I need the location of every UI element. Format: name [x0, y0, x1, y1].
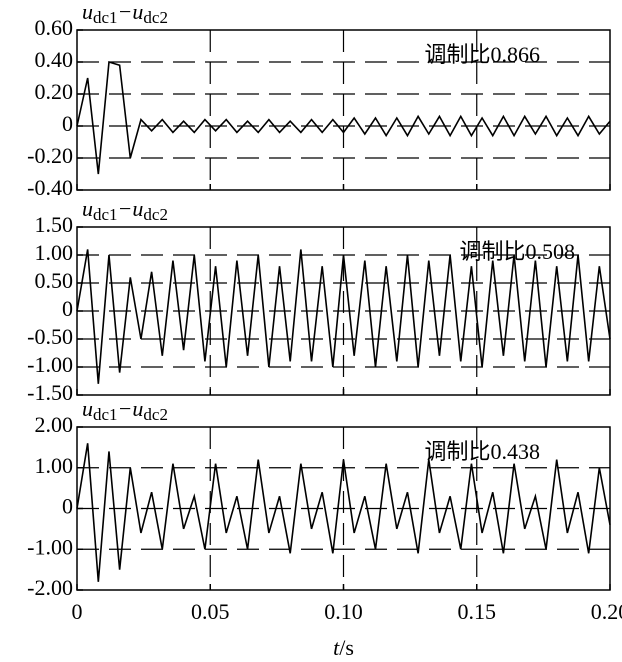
x-label-part: t [333, 635, 340, 660]
y-tick-label: -1.50 [27, 380, 73, 405]
y-tick-label: 1.00 [35, 453, 74, 478]
panel-title: udc1−udc2 [82, 196, 168, 224]
title-part: u [82, 196, 93, 221]
plot-frame [76, 29, 611, 191]
signal-line [76, 60, 611, 175]
annotation: 调制比0.508 [459, 239, 575, 264]
title-subscript: dc2 [143, 205, 168, 224]
y-tick-label: 0.60 [35, 15, 74, 40]
panel-title: udc1−udc2 [82, 396, 168, 424]
y-tick-label: -1.00 [27, 352, 73, 377]
title-subscript: dc1 [93, 8, 118, 27]
y-tick-label: -0.40 [27, 175, 73, 200]
title-subscript: dc2 [143, 8, 168, 27]
y-tick-label: 0.50 [35, 268, 74, 293]
y-tick-label: 0.20 [35, 79, 74, 104]
title-part: −u [118, 196, 144, 221]
title-subscript: dc1 [93, 405, 118, 424]
x-label-part: /s [339, 635, 354, 660]
panel-title: udc1−udc2 [82, 0, 168, 27]
annotation: 调制比0.866 [424, 42, 540, 67]
x-tick-label: 0.15 [458, 599, 497, 624]
x-tick-label: 0.05 [191, 599, 230, 624]
x-tick-label: 0.20 [591, 599, 622, 624]
title-subscript: dc1 [93, 205, 118, 224]
x-axis-label: t/s [333, 635, 354, 660]
y-tick-label: -2.00 [27, 575, 73, 600]
title-part: u [82, 0, 93, 24]
title-subscript: dc2 [143, 405, 168, 424]
y-tick-label: 0 [62, 111, 73, 136]
y-tick-label: 0.40 [35, 47, 74, 72]
title-part: −u [118, 396, 144, 421]
signal-line [76, 443, 611, 582]
y-tick-label: 2.00 [35, 412, 74, 437]
y-tick-label: 1.50 [35, 212, 74, 237]
signal-line [76, 249, 611, 384]
title-part: u [82, 396, 93, 421]
x-tick-label: 0 [72, 599, 83, 624]
y-tick-label: 0 [62, 296, 73, 321]
annotation: 调制比0.438 [424, 439, 540, 464]
x-tick-label: 0.10 [324, 599, 363, 624]
panel: 1.50 1.00 0.50 0 -0.50 -1.00 -1.50 udc1−udc2 调制比… [27, 196, 611, 405]
panel: 2.001.000-1.00-2.0000.050.100.150.20udc1… [27, 396, 622, 660]
y-tick-label: 1.00 [35, 240, 74, 265]
plot-frame [76, 226, 611, 396]
y-tick-label: -1.00 [27, 534, 73, 559]
y-tick-label: 0 [62, 494, 73, 519]
plot-frame [76, 426, 611, 591]
title-part: −u [118, 0, 144, 24]
panel: 0.60 0.40 0.20 0 -0.20 -0.40 udc1−udc2 调制比0.866 [27, 0, 611, 200]
y-tick-label: -0.20 [27, 143, 73, 168]
y-tick-label: -0.50 [27, 324, 73, 349]
